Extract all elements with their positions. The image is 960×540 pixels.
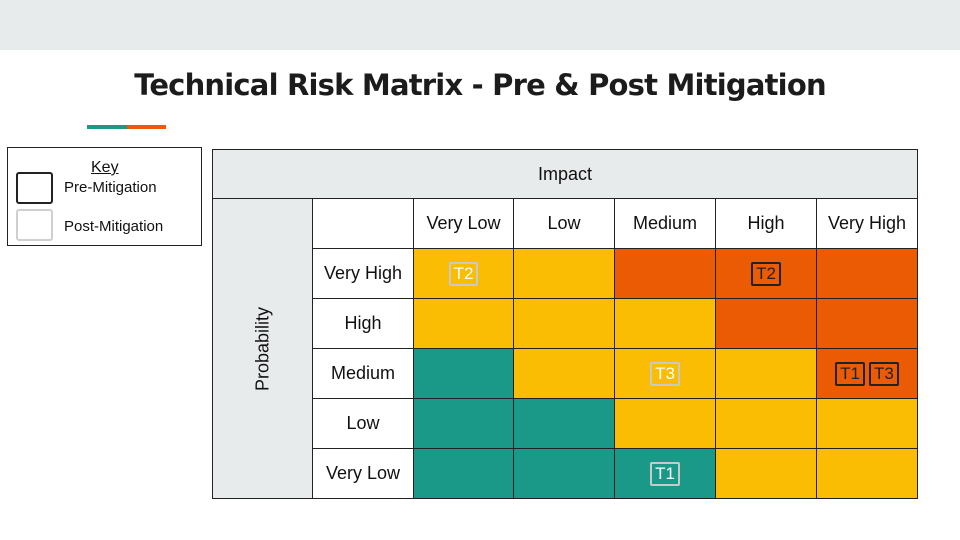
post-mitigation-risk-marker: T1 — [650, 461, 680, 486]
post-mitigation-label: Post-Mitigation — [64, 218, 164, 235]
title-accent-teal — [87, 125, 127, 129]
pre-mitigation-label: Pre-Mitigation — [64, 179, 157, 196]
risk-cell: T2 — [716, 249, 817, 299]
risk-cell — [615, 399, 716, 449]
key-legend: Key Pre-Mitigation Post-Mitigation — [7, 147, 202, 246]
risk-cell: T1 T3 — [817, 349, 918, 399]
probability-row-label: High — [313, 299, 414, 349]
pre-mitigation-risk-marker: T3 — [869, 361, 899, 386]
risk-cell — [615, 299, 716, 349]
probability-row-label: Medium — [313, 349, 414, 399]
risk-cell: T2 — [414, 249, 514, 299]
probability-row-label: Very High — [313, 249, 414, 299]
pre-mitigation-swatch — [16, 172, 53, 204]
probability-row-label: Low — [313, 399, 414, 449]
key-title: Key — [91, 159, 119, 176]
risk-cell — [817, 299, 918, 349]
pre-mitigation-risk-marker: T1 — [835, 361, 865, 386]
risk-cell — [716, 299, 817, 349]
impact-column-header: Very High — [817, 199, 918, 249]
risk-cell — [615, 249, 716, 299]
risk-cell — [817, 399, 918, 449]
page-title: Technical Risk Matrix - Pre & Post Mitig… — [134, 68, 826, 102]
risk-cell — [514, 349, 615, 399]
probability-header: Probability — [212, 199, 313, 499]
probability-row-label: Very Low — [313, 449, 414, 499]
risk-cell — [716, 399, 817, 449]
risk-cell — [414, 449, 514, 499]
risk-cell — [716, 349, 817, 399]
risk-cell — [514, 299, 615, 349]
risk-cell — [414, 299, 514, 349]
pre-mitigation-risk-marker: T2 — [751, 261, 781, 286]
impact-column-header: Very Low — [414, 199, 514, 249]
post-mitigation-risk-marker: T3 — [650, 361, 680, 386]
impact-column-header: Medium — [615, 199, 716, 249]
risk-matrix: Impact Probability Very Low Low Medium High… — [212, 149, 918, 499]
top-band — [0, 0, 960, 50]
title-accent-orange — [127, 125, 166, 129]
risk-cell — [414, 399, 514, 449]
risk-cell — [716, 449, 817, 499]
post-mitigation-swatch — [16, 209, 53, 241]
risk-cell — [414, 349, 514, 399]
risk-cell — [817, 449, 918, 499]
probability-label: Probability — [252, 306, 272, 391]
risk-cell — [514, 449, 615, 499]
impact-header: Impact — [212, 149, 918, 199]
risk-cell — [514, 249, 615, 299]
risk-cell: T1 — [615, 449, 716, 499]
impact-column-header: High — [716, 199, 817, 249]
risk-cell — [514, 399, 615, 449]
matrix-corner-cell — [313, 199, 414, 249]
impact-column-header: Low — [514, 199, 615, 249]
risk-cell: T3 — [615, 349, 716, 399]
post-mitigation-risk-marker: T2 — [448, 261, 479, 286]
risk-cell — [817, 249, 918, 299]
